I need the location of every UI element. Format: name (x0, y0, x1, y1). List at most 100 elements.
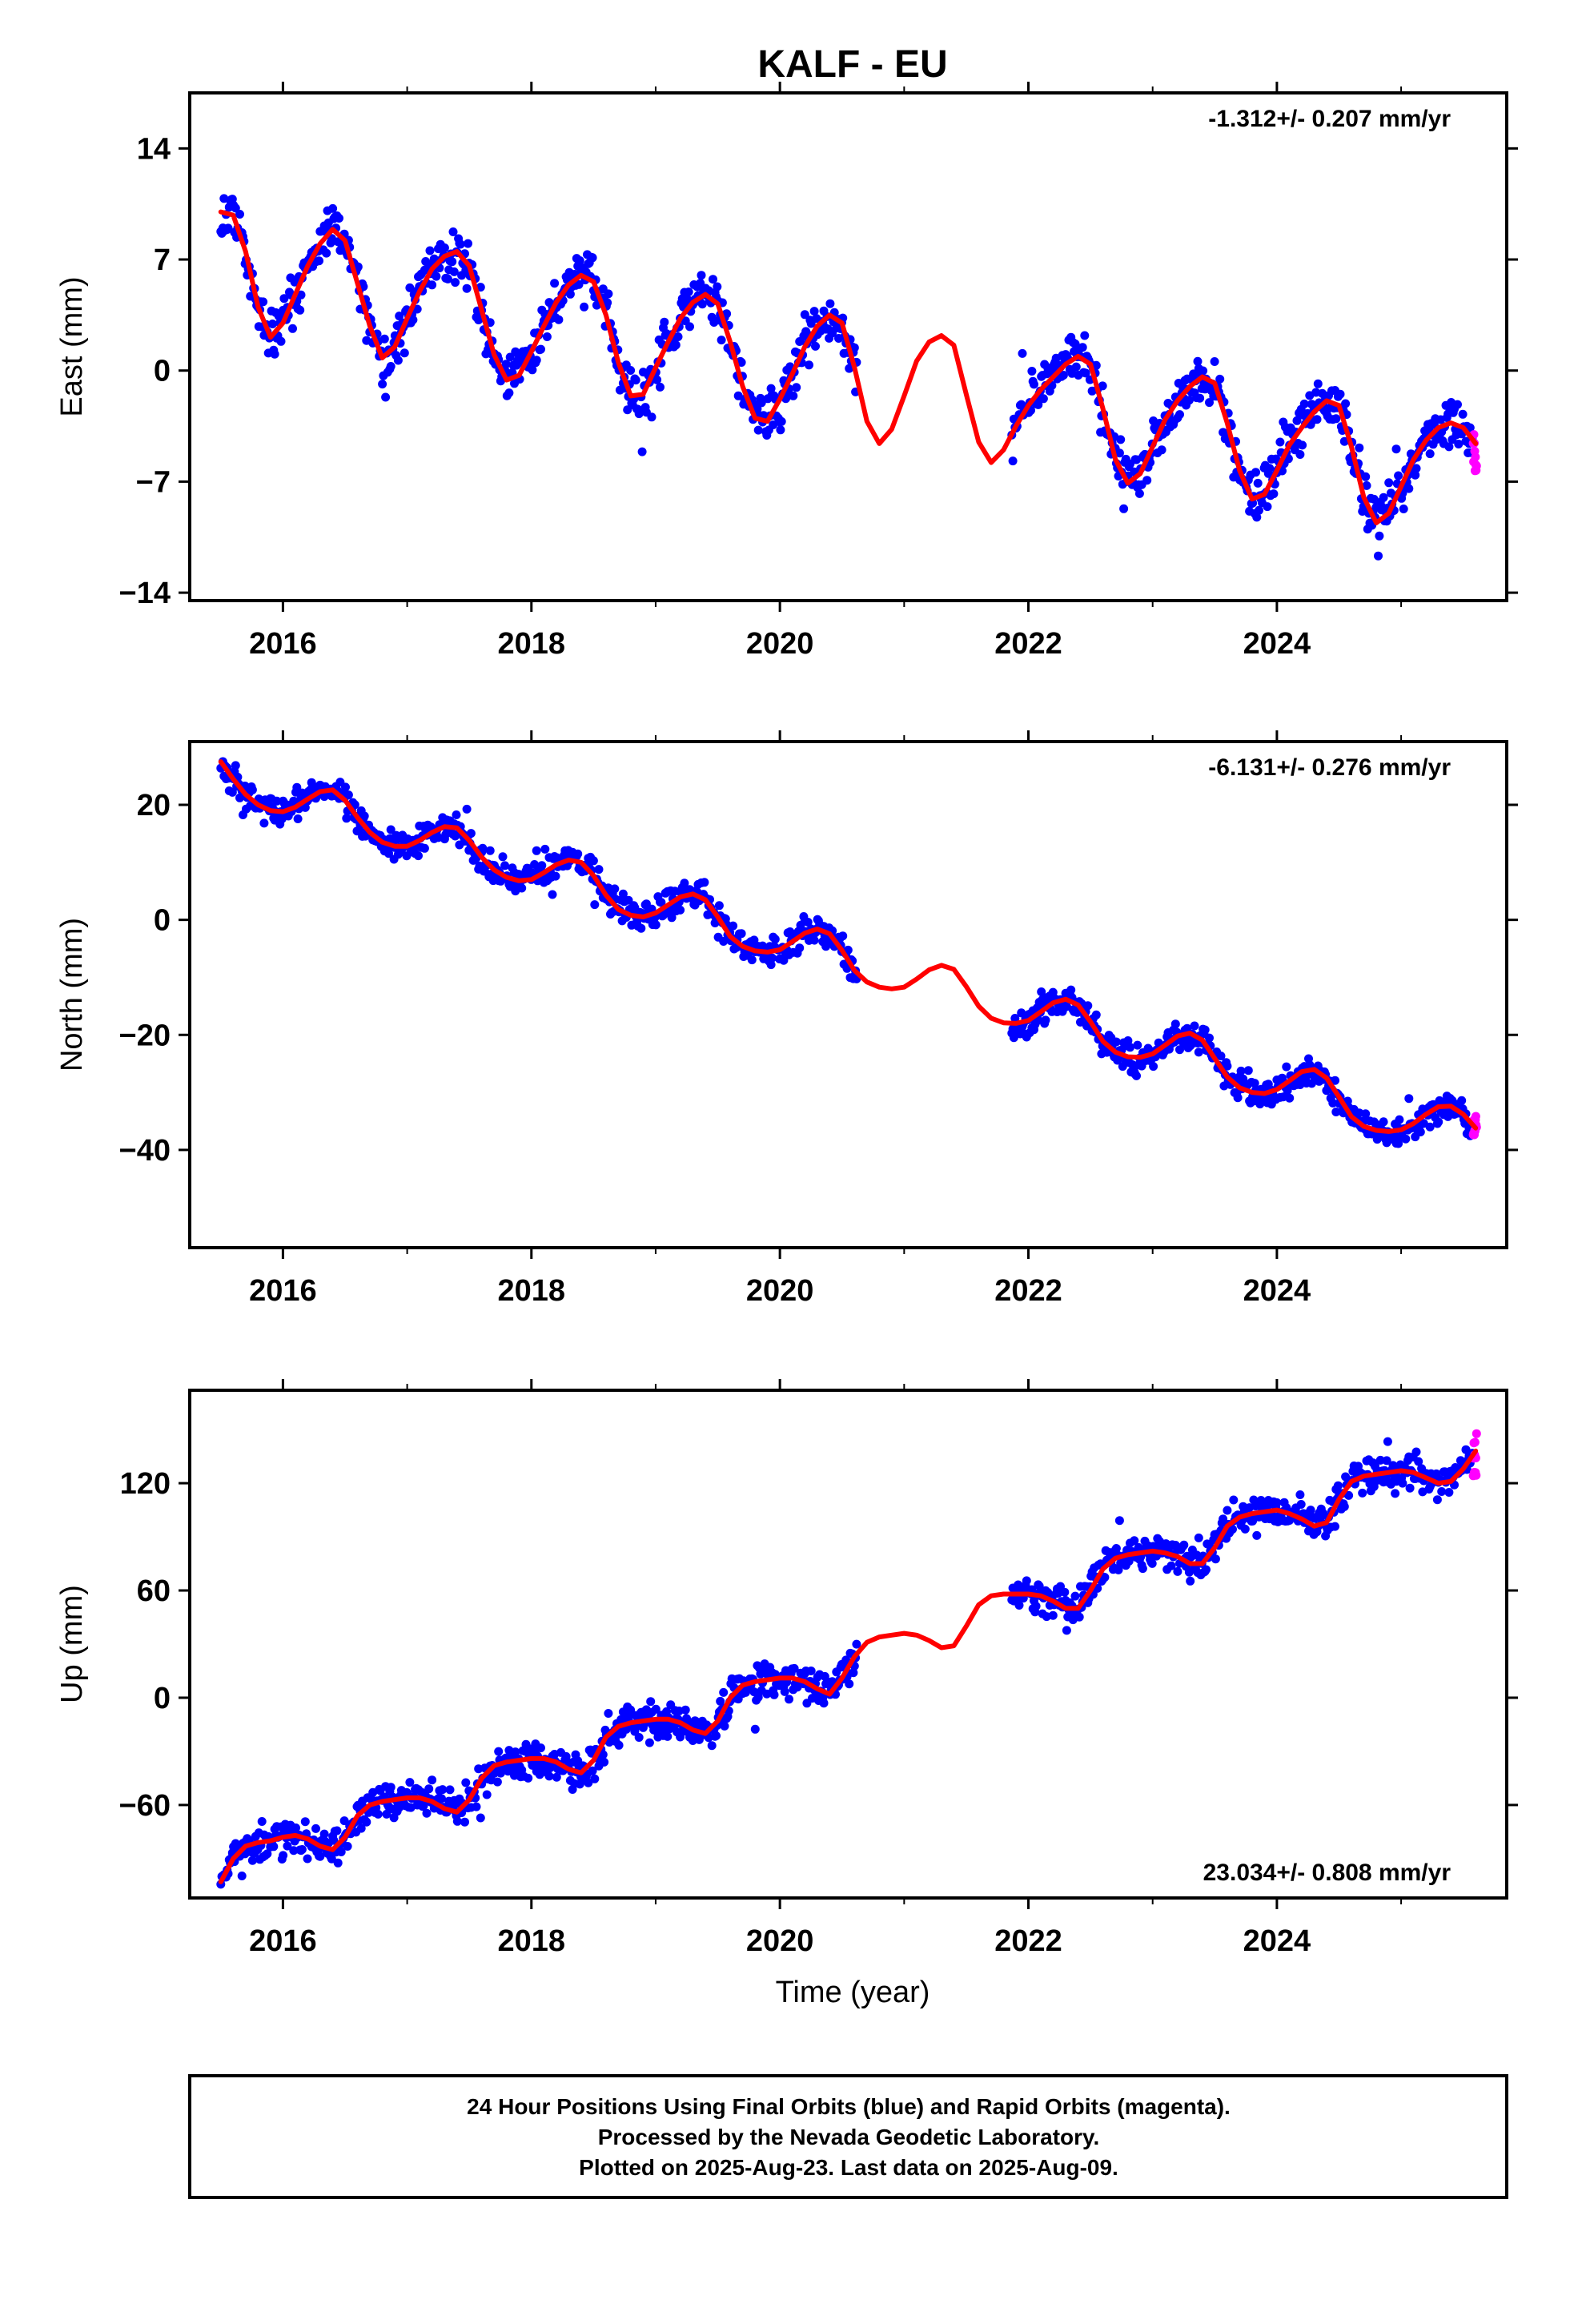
final-orbit-point (448, 257, 457, 267)
final-orbit-point (272, 796, 282, 806)
final-orbit-point (259, 297, 268, 307)
final-orbit-point (315, 1852, 325, 1861)
final-orbit-point (719, 937, 729, 946)
final-orbit-point (1444, 442, 1454, 452)
final-orbit-point (1250, 1079, 1259, 1088)
final-orbit-point (425, 246, 435, 255)
final-orbit-point (386, 825, 396, 834)
final-orbit-point (1030, 380, 1038, 389)
final-orbit-point (1255, 505, 1263, 515)
final-orbit-point (269, 1842, 279, 1852)
y-tick-label: −14 (119, 577, 171, 610)
final-orbit-point (713, 282, 722, 292)
final-orbit-point (482, 1790, 492, 1799)
rapid-orbit-point (1470, 1437, 1480, 1447)
final-orbit-point (770, 935, 780, 944)
final-orbit-point (729, 921, 738, 931)
final-orbit-point (626, 1705, 636, 1715)
model-fit-line (218, 209, 1479, 525)
footer-box: 24 Hour Positions Using Final Orbits (bl… (188, 2074, 1508, 2199)
final-orbit-point (300, 1817, 310, 1827)
final-orbit-point (247, 1856, 257, 1865)
rapid-orbit-point (1471, 1112, 1480, 1121)
final-orbit-point (1008, 456, 1018, 466)
x-axis-title: Time (year) (776, 1976, 930, 2009)
final-orbit-point (618, 889, 628, 899)
final-orbit-point (1166, 1561, 1176, 1570)
final-orbit-point (1358, 1488, 1367, 1498)
rapid-orbit-point (1471, 452, 1480, 462)
final-orbit-point (700, 878, 709, 887)
y-tick-label: 0 (154, 904, 171, 938)
final-orbit-point (1091, 1010, 1101, 1019)
final-orbit-point (1282, 1062, 1291, 1072)
final-orbit-point (1275, 437, 1285, 447)
final-orbit-point (1404, 484, 1414, 493)
final-orbit-point (462, 283, 472, 293)
final-orbit-point (1272, 1498, 1282, 1507)
final-orbit-point (646, 1697, 656, 1707)
final-orbit-point (1369, 1482, 1379, 1491)
final-orbit-point (780, 1687, 789, 1696)
final-orbit-point (551, 871, 560, 881)
final-orbit-point (1355, 443, 1364, 452)
final-orbit-point (1078, 343, 1087, 352)
final-orbit-point (631, 376, 640, 385)
final-orbit-point (594, 865, 604, 875)
final-orbit-point (1189, 369, 1199, 379)
final-orbit-point (1173, 1566, 1182, 1576)
final-orbit-point (697, 300, 707, 309)
final-orbit-point (757, 398, 766, 408)
final-orbit-point (237, 1872, 247, 1880)
final-orbit-point (1437, 1487, 1447, 1496)
y-tick-label: 0 (154, 355, 171, 388)
final-orbit-point (1211, 1554, 1220, 1564)
final-orbit-point (461, 1778, 471, 1787)
final-orbit-point (1034, 400, 1043, 409)
final-orbit-point (267, 320, 277, 328)
final-orbit-point (1114, 1516, 1124, 1526)
final-orbit-point (1132, 1071, 1141, 1080)
final-orbit-point (1295, 1490, 1305, 1499)
final-orbit-point (1339, 436, 1349, 446)
final-orbit-point (747, 955, 757, 965)
final-orbit-point (303, 1854, 312, 1864)
final-orbit-point (536, 344, 545, 354)
final-orbit-point (1383, 1437, 1392, 1446)
final-orbit-point (537, 861, 547, 870)
final-orbit-point (1124, 1557, 1134, 1566)
final-orbit-point (1361, 472, 1371, 481)
model-fit-line (218, 1448, 1479, 1884)
final-orbit-point (1223, 1506, 1232, 1515)
final-orbit-point (1205, 1033, 1214, 1043)
final-orbit-point (1119, 504, 1129, 513)
final-orbit-point (1134, 489, 1144, 498)
footer-line-1: 24 Hour Positions Using Final Orbits (bl… (467, 2094, 1231, 2119)
final-orbit-point (766, 960, 776, 970)
final-orbit-point (1405, 1483, 1415, 1493)
final-orbit-point (1060, 1587, 1070, 1597)
final-orbit-point (750, 1724, 760, 1734)
final-orbit-point (443, 274, 452, 283)
final-orbit-point (511, 1747, 520, 1757)
final-orbit-point (667, 913, 677, 923)
final-orbit-point (584, 1778, 593, 1787)
final-orbit-point (291, 1823, 300, 1832)
rapid-orbit-point (1472, 1470, 1481, 1480)
final-orbit-point (1070, 1591, 1080, 1601)
final-orbit-point (792, 383, 801, 392)
final-orbit-point (420, 843, 429, 853)
final-orbit-point (1331, 1076, 1339, 1085)
final-orbit-point (1375, 531, 1384, 541)
final-orbit-point (386, 362, 396, 371)
final-orbit-point (422, 1808, 432, 1818)
final-orbit-point (1098, 381, 1107, 391)
final-orbit-point (498, 852, 508, 862)
final-orbit-point (554, 315, 564, 324)
final-orbit-point (322, 248, 331, 258)
final-orbit-point (343, 790, 353, 800)
x-tick-label: 2016 (249, 1924, 317, 1958)
final-orbit-point (673, 332, 683, 341)
y-tick-label: −60 (119, 1789, 171, 1823)
